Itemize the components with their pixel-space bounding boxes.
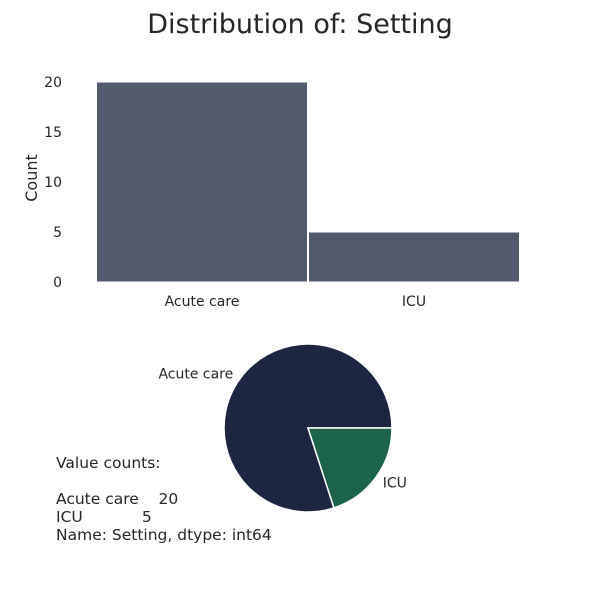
x-tick-label: Acute care [165,294,240,310]
y-axis-label: Count [22,154,41,202]
pie-label-icu: ICU [383,475,407,491]
pie-slice-icu [306,427,393,509]
chart-title: Distribution of: Setting [147,9,453,40]
y-tick-label: 0 [53,275,62,291]
y-tick-label: 15 [44,125,62,141]
pie-label-acute-care: Acute care [158,367,233,383]
bar-acute-care [96,81,308,283]
y-tick-label: 20 [44,75,62,91]
pie-chart: Acute care ICU [158,343,407,513]
x-tick-label: ICU [402,294,426,310]
y-tick-label: 10 [44,175,62,191]
y-tick-label: 5 [53,225,62,241]
bar-icu [308,231,520,283]
value-counts-text: Value counts: Acute care 20 ICU 5 Name: … [56,454,272,544]
bar-chart: Count 0 5 10 15 20 Acute care ICU [22,75,520,310]
